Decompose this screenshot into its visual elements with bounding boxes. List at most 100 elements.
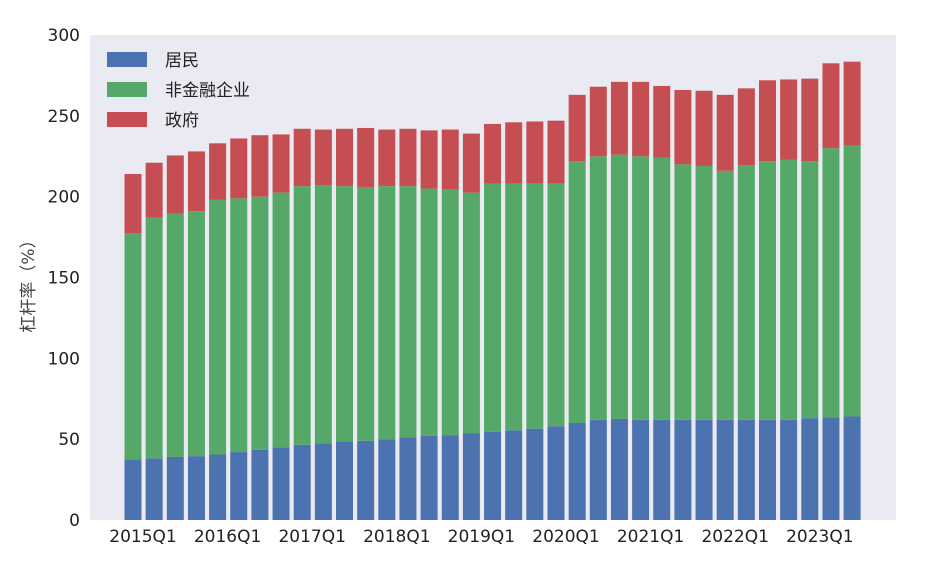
y-tick-label: 200 xyxy=(48,188,80,208)
bar-segment-1-2023Q1 xyxy=(801,161,819,419)
bar-segment-2-2022Q2 xyxy=(737,88,755,166)
bar-segment-2-2016Q3 xyxy=(251,135,269,197)
bar-segment-1-2023Q2 xyxy=(822,148,840,418)
bar-segment-0-2018Q1 xyxy=(378,439,396,520)
bar-segment-0-2017Q2 xyxy=(314,443,332,520)
bar-segment-2-2017Q4 xyxy=(357,127,375,187)
bar-segment-1-2017Q1 xyxy=(293,186,311,445)
bar-segment-1-2020Q1 xyxy=(547,183,565,427)
bar-segment-1-2016Q4 xyxy=(272,192,290,448)
bar-segment-1-2017Q2 xyxy=(314,185,332,444)
bar-segment-2-2017Q1 xyxy=(293,128,311,187)
bar-segment-0-2018Q3 xyxy=(420,435,438,520)
bar-segment-0-2016Q4 xyxy=(272,447,290,520)
y-axis-ticks: 0 50 100 150 200 250 300 xyxy=(48,26,80,531)
bar-segment-0-2016Q1 xyxy=(209,454,227,520)
bar-segment-1-2018Q1 xyxy=(378,186,396,440)
bar-segment-2-2018Q2 xyxy=(399,128,417,187)
x-tick-label: 2015Q1 xyxy=(109,527,176,547)
bar-segment-0-2022Q4 xyxy=(780,419,798,520)
bar-segment-0-2023Q3 xyxy=(843,416,861,520)
bar-segment-2-2023Q1 xyxy=(801,78,819,162)
bar-segment-2-2016Q2 xyxy=(230,138,248,199)
bar-segment-1-2016Q1 xyxy=(209,199,227,455)
bar-segment-0-2020Q2 xyxy=(568,423,586,520)
bar-segment-2-2020Q4 xyxy=(610,81,628,155)
bar-segment-0-2017Q4 xyxy=(357,440,375,520)
bar-segment-1-2019Q2 xyxy=(484,183,502,432)
legend-swatch-2 xyxy=(107,112,147,127)
bar-segment-2-2019Q3 xyxy=(505,122,523,184)
bar-segment-2-2022Q3 xyxy=(759,80,776,162)
bar-segment-0-2022Q2 xyxy=(737,419,755,520)
bar-segment-0-2023Q2 xyxy=(822,417,840,520)
x-tick-label: 2021Q1 xyxy=(617,527,684,547)
bar-segment-0-2019Q2 xyxy=(484,431,502,520)
y-tick-label: 50 xyxy=(58,430,80,450)
bar-segment-1-2019Q1 xyxy=(462,192,480,434)
bar-segment-0-2015Q4 xyxy=(187,456,205,520)
bar-segment-2-2017Q2 xyxy=(314,129,332,186)
bar-segment-1-2020Q4 xyxy=(610,154,628,419)
bar-segment-0-2021Q1 xyxy=(632,419,650,520)
bar-segment-1-2022Q1 xyxy=(716,170,734,420)
bar-segment-0-2016Q3 xyxy=(251,449,269,520)
bar-segment-1-2017Q3 xyxy=(336,186,353,442)
bar-segment-1-2021Q4 xyxy=(695,165,713,420)
bar-segment-2-2020Q3 xyxy=(589,86,607,157)
bar-segment-2-2015Q1 xyxy=(124,174,142,234)
bar-segment-2-2018Q4 xyxy=(441,129,459,190)
bar-segment-2-2019Q2 xyxy=(484,123,502,184)
bar-segment-0-2019Q3 xyxy=(505,430,523,520)
bar-segment-1-2019Q3 xyxy=(505,183,523,431)
bar-segment-1-2018Q3 xyxy=(420,188,438,436)
bar-segment-1-2022Q4 xyxy=(780,159,798,420)
bar-segment-0-2019Q4 xyxy=(526,428,544,520)
bar-segment-2-2018Q3 xyxy=(420,130,438,189)
bar-segment-0-2021Q4 xyxy=(695,419,713,520)
bar-segment-2-2021Q2 xyxy=(653,85,671,158)
bar-segment-1-2015Q4 xyxy=(187,211,205,457)
x-tick-label: 2016Q1 xyxy=(194,527,261,547)
bar-segment-0-2017Q1 xyxy=(293,444,311,520)
bar-segment-1-2022Q3 xyxy=(759,161,776,420)
bar-segment-1-2020Q2 xyxy=(568,161,586,423)
bar-segment-2-2019Q4 xyxy=(526,121,544,184)
bar-segment-0-2015Q3 xyxy=(166,456,184,520)
bar-segment-2-2019Q1 xyxy=(462,133,480,193)
bar-segment-1-2015Q3 xyxy=(166,213,184,457)
bars-group xyxy=(124,61,861,521)
x-tick-label: 2023Q1 xyxy=(786,527,853,547)
bar-segment-2-2016Q4 xyxy=(272,134,290,193)
bar-segment-0-2022Q1 xyxy=(716,419,734,520)
bar-segment-1-2016Q3 xyxy=(251,196,269,450)
legend-label-0: 居民 xyxy=(165,51,199,71)
bar-segment-0-2023Q1 xyxy=(801,418,819,520)
x-tick-label: 2020Q1 xyxy=(532,527,599,547)
bar-segment-0-2019Q1 xyxy=(462,433,480,520)
y-tick-label: 250 xyxy=(48,107,80,127)
legend-label-2: 政府 xyxy=(165,111,199,131)
legend-swatch-1 xyxy=(107,82,147,97)
bar-segment-0-2017Q3 xyxy=(336,441,353,520)
bar-segment-1-2020Q3 xyxy=(589,156,607,420)
bar-segment-1-2015Q1 xyxy=(124,233,142,460)
legend-label-1: 非金融企业 xyxy=(165,81,250,101)
bar-segment-2-2021Q4 xyxy=(695,90,713,166)
y-tick-label: 0 xyxy=(69,511,80,531)
bar-segment-0-2020Q1 xyxy=(547,426,565,520)
bar-segment-0-2020Q4 xyxy=(610,418,628,520)
bar-segment-2-2023Q3 xyxy=(843,61,861,146)
bar-segment-2-2021Q3 xyxy=(674,89,692,165)
x-tick-label: 2019Q1 xyxy=(448,527,515,547)
y-tick-label: 100 xyxy=(48,349,80,369)
bar-segment-0-2015Q2 xyxy=(145,458,163,520)
x-tick-label: 2017Q1 xyxy=(278,527,345,547)
bar-segment-2-2018Q1 xyxy=(378,129,396,187)
bar-segment-1-2021Q3 xyxy=(674,164,692,420)
bar-segment-2-2017Q3 xyxy=(336,128,353,187)
bar-segment-1-2022Q2 xyxy=(737,165,755,420)
bar-segment-1-2021Q2 xyxy=(653,157,671,420)
bar-segment-2-2016Q1 xyxy=(209,143,227,200)
